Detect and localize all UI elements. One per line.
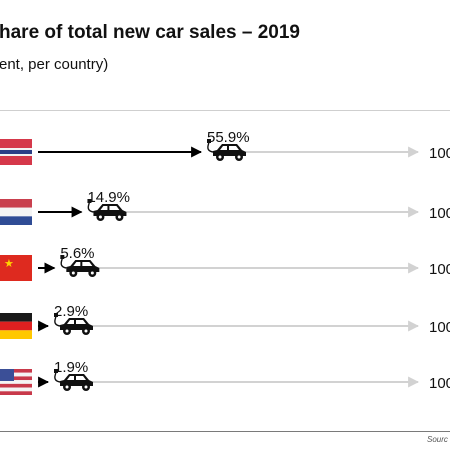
max-value-label: 100	[429, 145, 450, 162]
source-note: Sourc	[427, 435, 448, 444]
flag-netherlands	[0, 199, 32, 225]
flag-germany	[0, 313, 32, 339]
value-label: 5.6%	[60, 245, 94, 262]
electric-car-icon	[87, 199, 127, 221]
svg-text:★: ★	[4, 258, 14, 270]
max-value-label: 100	[429, 205, 450, 222]
value-label: 14.9%	[87, 189, 130, 206]
electric-car-icon	[54, 369, 93, 391]
flag-norway	[0, 139, 32, 165]
max-value-label: 100	[429, 375, 450, 392]
max-value-label: 100	[429, 261, 450, 278]
max-value-label: 100	[429, 319, 450, 336]
chart-subtitle: ent, per country)	[0, 56, 109, 73]
electric-car-icon	[54, 313, 93, 335]
electric-car-icon	[207, 139, 246, 161]
value-label: 2.9%	[54, 303, 88, 320]
flag-china: ★	[0, 255, 32, 281]
value-label: 55.9%	[207, 129, 250, 146]
chart-title: hare of total new car sales – 2019	[0, 22, 300, 43]
bottom-divider	[0, 431, 450, 432]
top-divider	[0, 110, 450, 111]
value-label: 1.9%	[54, 359, 88, 376]
electric-car-icon	[60, 255, 100, 277]
flag-united-states	[0, 369, 32, 395]
